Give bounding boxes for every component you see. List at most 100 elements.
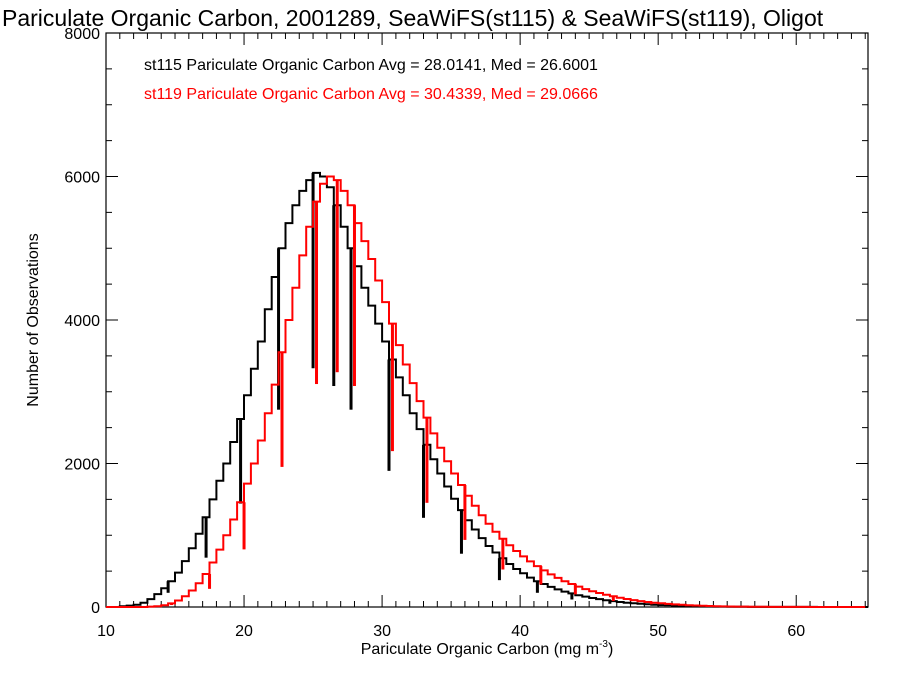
histogram-dip	[463, 485, 467, 540]
histogram-bin	[444, 486, 451, 607]
histogram-bin	[299, 255, 306, 607]
y-tick-label: 4000	[64, 313, 100, 330]
histogram-bin	[506, 545, 513, 607]
histogram-bin	[272, 385, 279, 607]
histogram-dip	[204, 517, 208, 558]
histogram-dip	[170, 603, 174, 606]
histogram-bin	[451, 499, 458, 607]
histogram-dip	[535, 581, 539, 593]
histogram-bin	[189, 590, 196, 607]
histogram-bin	[479, 515, 486, 607]
histogram-dip	[573, 584, 577, 595]
histogram-dip	[422, 444, 425, 518]
histogram-bin	[589, 598, 596, 607]
x-axis-label-sup: -3	[599, 639, 608, 650]
x-tick-label: 10	[97, 623, 115, 640]
histogram-dip	[608, 601, 612, 604]
x-tick-label: 60	[787, 623, 805, 640]
histogram-bin	[182, 596, 189, 607]
histogram-dip	[277, 248, 281, 410]
histogram-bin	[216, 550, 223, 607]
series-st119	[106, 175, 866, 608]
histogram-dip	[335, 180, 339, 373]
histogram-bin	[396, 377, 403, 607]
histogram-dip	[349, 248, 353, 410]
legend-st115: st115 Pariculate Organic Carbon Avg = 28…	[144, 57, 598, 74]
x-tick-labels: 10 20 30 40 50 60	[97, 623, 805, 640]
histogram-dip	[390, 323, 394, 452]
x-axis-label-main: Pariculate Organic Carbon (mg m	[361, 641, 599, 658]
histogram-bin	[196, 583, 203, 607]
histogram-bin	[299, 191, 306, 607]
histogram-bin	[258, 441, 265, 607]
histogram-bin	[437, 474, 444, 607]
histogram-bin	[341, 227, 348, 607]
histogram-line	[106, 175, 866, 608]
histogram-bin	[265, 309, 272, 607]
histogram-bin	[189, 548, 196, 607]
histogram-dip	[280, 352, 284, 467]
histogram-bin	[175, 573, 182, 607]
histogram-bin	[230, 519, 237, 607]
histogram-bin	[410, 383, 417, 607]
legend-st119: st119 Pariculate Organic Carbon Avg = 30…	[144, 86, 598, 103]
x-axis-label: Pariculate Organic Carbon (mg m-3)	[361, 639, 614, 658]
x-tick-label: 50	[649, 623, 667, 640]
histogram-bin	[437, 448, 444, 607]
x-tick-label: 20	[235, 623, 253, 640]
histogram-bin	[154, 594, 161, 607]
histogram-bin	[513, 551, 520, 607]
histogram-bin	[479, 538, 486, 607]
x-tick-label: 30	[373, 623, 391, 640]
histogram-dip	[497, 558, 501, 581]
histogram-bin	[223, 535, 230, 607]
histogram-dip	[352, 205, 356, 387]
histogram-dip	[501, 538, 505, 570]
histogram-bin	[444, 461, 451, 607]
histogram-line	[106, 171, 868, 608]
y-tick-label: 6000	[64, 170, 100, 187]
series-group	[106, 171, 868, 608]
histogram-bin	[265, 413, 272, 607]
y-tick-label: 2000	[64, 457, 100, 474]
histogram-bin	[175, 601, 182, 607]
y-tick-label: 0	[91, 600, 100, 617]
histogram-bin	[527, 561, 534, 607]
histogram-bin	[251, 464, 258, 608]
histogram-dip	[539, 566, 543, 585]
histogram-bin	[575, 595, 582, 607]
histogram-dip	[166, 581, 170, 593]
series-st115	[106, 171, 868, 608]
histogram-dip	[425, 417, 429, 503]
histogram-bin	[520, 573, 527, 607]
histogram-bin	[506, 564, 513, 607]
histogram-bin	[251, 369, 258, 607]
histogram-bin	[582, 589, 589, 607]
histogram-dip	[239, 419, 243, 504]
histogram-bin	[548, 574, 555, 607]
histogram-dip	[387, 359, 391, 471]
y-axis-label: Number of Observations	[25, 233, 42, 406]
histogram-dip	[611, 596, 615, 602]
histogram-dip	[208, 573, 212, 589]
histogram-bin	[285, 320, 292, 607]
histogram-bin	[472, 506, 479, 607]
x-axis-label-end: )	[608, 641, 613, 658]
histogram-bin	[182, 561, 189, 607]
histogram-bin	[368, 259, 375, 607]
histogram-bin	[292, 288, 299, 607]
histogram-dip	[459, 510, 463, 554]
histogram-bin	[513, 569, 520, 607]
histogram-bin	[320, 177, 327, 608]
histogram-bin	[230, 442, 237, 607]
histogram-dip	[332, 205, 336, 387]
histogram-dip	[311, 172, 315, 369]
histogram-bin	[375, 281, 382, 607]
histogram-bin	[361, 288, 368, 607]
histogram-dip	[315, 201, 319, 385]
histogram-bin	[486, 546, 493, 607]
histogram-bin	[596, 599, 603, 607]
histogram-bin	[196, 534, 203, 607]
histogram-bin	[430, 459, 437, 607]
